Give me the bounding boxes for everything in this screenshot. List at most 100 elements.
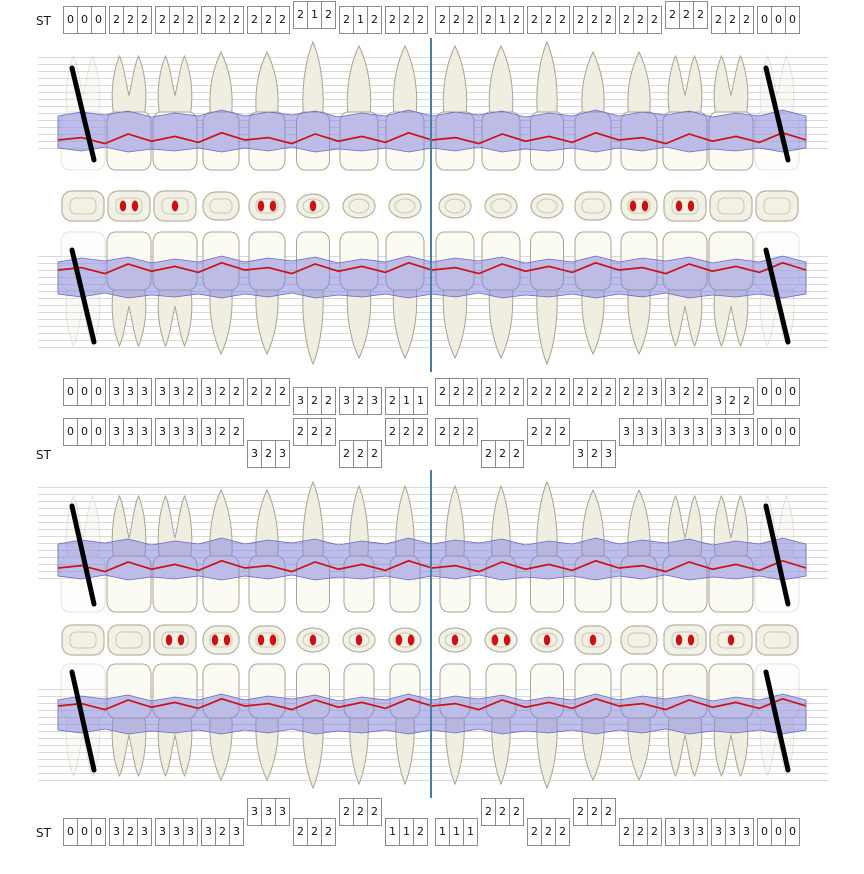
probing-depth-cell[interactable]: 2	[541, 6, 556, 34]
probing-depth-cell[interactable]: 2	[261, 378, 276, 406]
tooth-occlusal[interactable]	[248, 191, 286, 221]
probing-depth-cell[interactable]: 2	[215, 418, 230, 446]
tooth[interactable]	[620, 50, 658, 171]
probing-depth-cell[interactable]: 2	[413, 818, 428, 846]
probing-depth-cell[interactable]: 2	[367, 440, 382, 468]
probing-depth-cell[interactable]: 2	[385, 6, 400, 34]
probing-depth-cell[interactable]: 0	[77, 418, 92, 446]
probing-depth-cell[interactable]: 3	[573, 440, 588, 468]
probing-depth-cell[interactable]: 3	[665, 418, 680, 446]
probing-depth-cell[interactable]: 3	[633, 418, 648, 446]
probing-depth-cell[interactable]: 2	[679, 378, 694, 406]
probing-depth-cell[interactable]: 2	[229, 378, 244, 406]
probing-depth-cell[interactable]: 0	[771, 418, 786, 446]
probing-depth-cell[interactable]: 2	[201, 6, 216, 34]
tooth-occlusal[interactable]	[107, 190, 151, 222]
probing-depth-cell[interactable]: 0	[785, 418, 800, 446]
probing-depth-cell[interactable]: 0	[785, 378, 800, 406]
probing-depth-cell[interactable]: 2	[555, 818, 570, 846]
tooth-occlusal[interactable]	[663, 190, 707, 222]
tooth[interactable]	[296, 231, 330, 366]
probing-depth-cell[interactable]: 2	[321, 418, 336, 446]
probing-depth-cell[interactable]: 2	[215, 818, 230, 846]
probing-depth-cell[interactable]: 3	[665, 378, 680, 406]
probing-depth-cell[interactable]: 3	[137, 378, 152, 406]
probing-depth-cell[interactable]: 2	[413, 6, 428, 34]
tooth[interactable]	[248, 50, 286, 171]
probing-depth-cell[interactable]: 2	[123, 6, 138, 34]
probing-depth-cell[interactable]: 1	[385, 818, 400, 846]
probing-depth-cell[interactable]: 3	[169, 818, 184, 846]
probing-depth-cell[interactable]: 2	[463, 6, 478, 34]
probing-depth-cell[interactable]: 2	[449, 6, 464, 34]
probing-depth-cell[interactable]: 2	[573, 798, 588, 826]
probing-depth-cell[interactable]: 2	[739, 6, 754, 34]
probing-depth-cell[interactable]: 2	[247, 6, 262, 34]
tooth-occlusal[interactable]	[388, 193, 422, 219]
probing-depth-cell[interactable]: 0	[757, 418, 772, 446]
probing-depth-cell[interactable]: 2	[137, 6, 152, 34]
probing-depth-cell[interactable]: 3	[647, 418, 662, 446]
probing-depth-cell[interactable]: 3	[725, 818, 740, 846]
tooth-occlusal[interactable]	[153, 190, 197, 222]
tooth-occlusal[interactable]	[342, 627, 376, 653]
probing-depth-cell[interactable]: 3	[109, 818, 124, 846]
probing-depth-cell[interactable]: 3	[601, 440, 616, 468]
tooth[interactable]	[435, 44, 475, 171]
tooth-occlusal[interactable]	[484, 193, 518, 219]
probing-depth-cell[interactable]: 2	[619, 818, 634, 846]
probing-depth-cell[interactable]: 2	[527, 418, 542, 446]
tooth[interactable]	[708, 54, 754, 171]
probing-depth-cell[interactable]: 2	[555, 6, 570, 34]
probing-depth-cell[interactable]: 0	[77, 6, 92, 34]
tooth-occlusal[interactable]	[107, 624, 151, 656]
probing-depth-cell[interactable]: 3	[619, 418, 634, 446]
probing-depth-cell[interactable]: 2	[587, 798, 602, 826]
probing-depth-cell[interactable]: 0	[77, 818, 92, 846]
tooth-occlusal[interactable]	[755, 190, 799, 222]
probing-depth-cell[interactable]: 2	[601, 378, 616, 406]
probing-depth-cell[interactable]: 2	[693, 378, 708, 406]
tooth-occlusal[interactable]	[342, 193, 376, 219]
probing-depth-cell[interactable]: 2	[275, 378, 290, 406]
probing-depth-cell[interactable]: 2	[647, 818, 662, 846]
probing-depth-cell[interactable]: 2	[413, 418, 428, 446]
probing-depth-cell[interactable]: 2	[109, 6, 124, 34]
probing-depth-cell[interactable]: 2	[261, 6, 276, 34]
probing-depth-cell[interactable]: 2	[463, 378, 478, 406]
probing-depth-cell[interactable]: 3	[247, 798, 262, 826]
probing-depth-cell[interactable]: 3	[275, 440, 290, 468]
probing-depth-cell[interactable]: 2	[573, 378, 588, 406]
probing-depth-cell[interactable]: 0	[771, 818, 786, 846]
tooth-occlusal[interactable]	[709, 624, 753, 656]
probing-depth-cell[interactable]: 3	[123, 418, 138, 446]
tooth-occlusal[interactable]	[663, 624, 707, 656]
probing-depth-cell[interactable]: 3	[123, 378, 138, 406]
probing-depth-cell[interactable]: 2	[261, 440, 276, 468]
probing-depth-cell[interactable]: 1	[399, 387, 414, 415]
probing-depth-cell[interactable]: 0	[785, 6, 800, 34]
probing-depth-cell[interactable]: 2	[711, 6, 726, 34]
probing-depth-cell[interactable]: 2	[555, 418, 570, 446]
probing-depth-cell[interactable]: 2	[601, 798, 616, 826]
tooth-occlusal[interactable]	[388, 627, 422, 653]
probing-depth-cell[interactable]: 3	[229, 818, 244, 846]
probing-depth-cell[interactable]: 3	[261, 798, 276, 826]
probing-depth-cell[interactable]: 2	[183, 378, 198, 406]
probing-depth-cell[interactable]: 3	[665, 818, 680, 846]
probing-depth-cell[interactable]: 2	[587, 378, 602, 406]
probing-depth-cell[interactable]: 2	[215, 6, 230, 34]
probing-depth-cell[interactable]: 2	[725, 6, 740, 34]
probing-depth-cell[interactable]: 2	[725, 387, 740, 415]
tooth-occlusal[interactable]	[202, 625, 240, 655]
probing-depth-cell[interactable]: 2	[123, 818, 138, 846]
probing-depth-cell[interactable]: 2	[385, 387, 400, 415]
probing-depth-cell[interactable]: 2	[435, 6, 450, 34]
probing-depth-cell[interactable]: 2	[509, 440, 524, 468]
probing-depth-cell[interactable]: 3	[247, 440, 262, 468]
probing-depth-cell[interactable]: 2	[573, 6, 588, 34]
probing-depth-cell[interactable]: 2	[449, 378, 464, 406]
probing-depth-cell[interactable]: 1	[495, 6, 510, 34]
probing-depth-cell[interactable]: 2	[633, 6, 648, 34]
probing-depth-cell[interactable]: 3	[647, 378, 662, 406]
